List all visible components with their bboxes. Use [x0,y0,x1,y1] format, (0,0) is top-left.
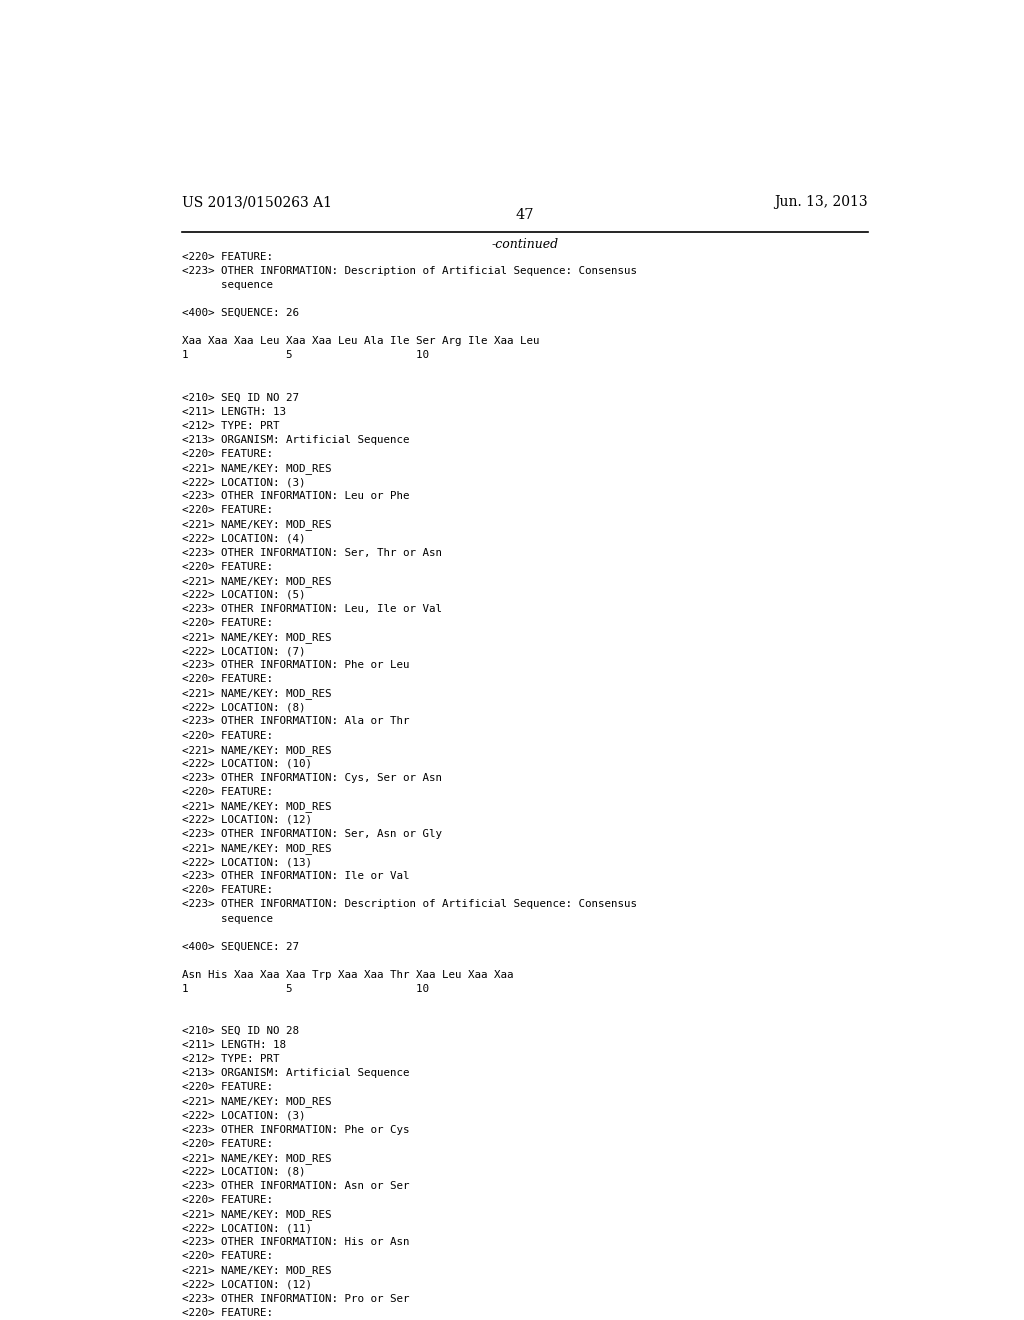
Text: <210> SEQ ID NO 27: <210> SEQ ID NO 27 [182,392,299,403]
Text: 1               5                   10: 1 5 10 [182,983,429,994]
Text: <222> LOCATION: (5): <222> LOCATION: (5) [182,590,305,599]
Text: <221> NAME/KEY: MOD_RES: <221> NAME/KEY: MOD_RES [182,688,332,700]
Text: <220> FEATURE:: <220> FEATURE: [182,1308,273,1317]
Text: <222> LOCATION: (8): <222> LOCATION: (8) [182,1167,305,1177]
Text: 1               5                   10: 1 5 10 [182,350,429,360]
Text: <221> NAME/KEY: MOD_RES: <221> NAME/KEY: MOD_RES [182,632,332,643]
Text: sequence: sequence [182,280,273,290]
Text: <221> NAME/KEY: MOD_RES: <221> NAME/KEY: MOD_RES [182,463,332,474]
Text: <221> NAME/KEY: MOD_RES: <221> NAME/KEY: MOD_RES [182,519,332,531]
Text: <400> SEQUENCE: 26: <400> SEQUENCE: 26 [182,308,299,318]
Text: sequence: sequence [182,913,273,924]
Text: <223> OTHER INFORMATION: Cys, Ser or Asn: <223> OTHER INFORMATION: Cys, Ser or Asn [182,772,442,783]
Text: <211> LENGTH: 13: <211> LENGTH: 13 [182,407,286,417]
Text: <220> FEATURE:: <220> FEATURE: [182,506,273,515]
Text: <220> FEATURE:: <220> FEATURE: [182,252,273,261]
Text: <222> LOCATION: (10): <222> LOCATION: (10) [182,759,312,768]
Text: <222> LOCATION: (13): <222> LOCATION: (13) [182,857,312,867]
Text: Xaa Xaa Xaa Leu Xaa Xaa Leu Ala Ile Ser Arg Ile Xaa Leu: Xaa Xaa Xaa Leu Xaa Xaa Leu Ala Ile Ser … [182,337,540,346]
Text: <223> OTHER INFORMATION: His or Asn: <223> OTHER INFORMATION: His or Asn [182,1237,410,1247]
Text: <223> OTHER INFORMATION: Ile or Val: <223> OTHER INFORMATION: Ile or Val [182,871,410,882]
Text: <223> OTHER INFORMATION: Ala or Thr: <223> OTHER INFORMATION: Ala or Thr [182,717,410,726]
Text: <220> FEATURE:: <220> FEATURE: [182,886,273,895]
Text: <221> NAME/KEY: MOD_RES: <221> NAME/KEY: MOD_RES [182,1097,332,1107]
Text: <223> OTHER INFORMATION: Leu or Phe: <223> OTHER INFORMATION: Leu or Phe [182,491,410,502]
Text: <222> LOCATION: (8): <222> LOCATION: (8) [182,702,305,713]
Text: <220> FEATURE:: <220> FEATURE: [182,1251,273,1262]
Text: <223> OTHER INFORMATION: Phe or Leu: <223> OTHER INFORMATION: Phe or Leu [182,660,410,671]
Text: <223> OTHER INFORMATION: Pro or Ser: <223> OTHER INFORMATION: Pro or Ser [182,1294,410,1304]
Text: <223> OTHER INFORMATION: Asn or Ser: <223> OTHER INFORMATION: Asn or Ser [182,1181,410,1191]
Text: US 2013/0150263 A1: US 2013/0150263 A1 [182,195,332,210]
Text: <223> OTHER INFORMATION: Description of Artificial Sequence: Consensus: <223> OTHER INFORMATION: Description of … [182,899,637,909]
Text: <220> FEATURE:: <220> FEATURE: [182,1139,273,1148]
Text: <211> LENGTH: 18: <211> LENGTH: 18 [182,1040,286,1051]
Text: <223> OTHER INFORMATION: Leu, Ile or Val: <223> OTHER INFORMATION: Leu, Ile or Val [182,603,442,614]
Text: <222> LOCATION: (3): <222> LOCATION: (3) [182,1110,305,1121]
Text: <212> TYPE: PRT: <212> TYPE: PRT [182,421,280,430]
Text: <220> FEATURE:: <220> FEATURE: [182,449,273,459]
Text: <213> ORGANISM: Artificial Sequence: <213> ORGANISM: Artificial Sequence [182,1068,410,1078]
Text: <400> SEQUENCE: 27: <400> SEQUENCE: 27 [182,941,299,952]
Text: <220> FEATURE:: <220> FEATURE: [182,730,273,741]
Text: <221> NAME/KEY: MOD_RES: <221> NAME/KEY: MOD_RES [182,1152,332,1164]
Text: <221> NAME/KEY: MOD_RES: <221> NAME/KEY: MOD_RES [182,576,332,586]
Text: <212> TYPE: PRT: <212> TYPE: PRT [182,1055,280,1064]
Text: <223> OTHER INFORMATION: Ser, Asn or Gly: <223> OTHER INFORMATION: Ser, Asn or Gly [182,829,442,840]
Text: <223> OTHER INFORMATION: Phe or Cys: <223> OTHER INFORMATION: Phe or Cys [182,1125,410,1135]
Text: <221> NAME/KEY: MOD_RES: <221> NAME/KEY: MOD_RES [182,1266,332,1276]
Text: <222> LOCATION: (12): <222> LOCATION: (12) [182,1279,312,1290]
Text: <221> NAME/KEY: MOD_RES: <221> NAME/KEY: MOD_RES [182,843,332,854]
Text: <220> FEATURE:: <220> FEATURE: [182,618,273,628]
Text: <220> FEATURE:: <220> FEATURE: [182,675,273,684]
Text: 47: 47 [515,209,535,222]
Text: <222> LOCATION: (4): <222> LOCATION: (4) [182,533,305,544]
Text: <222> LOCATION: (3): <222> LOCATION: (3) [182,477,305,487]
Text: <222> LOCATION: (11): <222> LOCATION: (11) [182,1224,312,1233]
Text: <213> ORGANISM: Artificial Sequence: <213> ORGANISM: Artificial Sequence [182,434,410,445]
Text: Asn His Xaa Xaa Xaa Trp Xaa Xaa Thr Xaa Leu Xaa Xaa: Asn His Xaa Xaa Xaa Trp Xaa Xaa Thr Xaa … [182,970,513,979]
Text: <223> OTHER INFORMATION: Ser, Thr or Asn: <223> OTHER INFORMATION: Ser, Thr or Asn [182,548,442,557]
Text: <221> NAME/KEY: MOD_RES: <221> NAME/KEY: MOD_RES [182,744,332,755]
Text: <221> NAME/KEY: MOD_RES: <221> NAME/KEY: MOD_RES [182,801,332,812]
Text: <220> FEATURE:: <220> FEATURE: [182,1195,273,1205]
Text: <222> LOCATION: (7): <222> LOCATION: (7) [182,645,305,656]
Text: <220> FEATURE:: <220> FEATURE: [182,787,273,797]
Text: <221> NAME/KEY: MOD_RES: <221> NAME/KEY: MOD_RES [182,1209,332,1220]
Text: Jun. 13, 2013: Jun. 13, 2013 [774,195,867,210]
Text: -continued: -continued [492,238,558,251]
Text: <220> FEATURE:: <220> FEATURE: [182,561,273,572]
Text: <222> LOCATION: (12): <222> LOCATION: (12) [182,814,312,825]
Text: <210> SEQ ID NO 28: <210> SEQ ID NO 28 [182,1026,299,1036]
Text: <220> FEATURE:: <220> FEATURE: [182,1082,273,1093]
Text: <223> OTHER INFORMATION: Description of Artificial Sequence: Consensus: <223> OTHER INFORMATION: Description of … [182,267,637,276]
